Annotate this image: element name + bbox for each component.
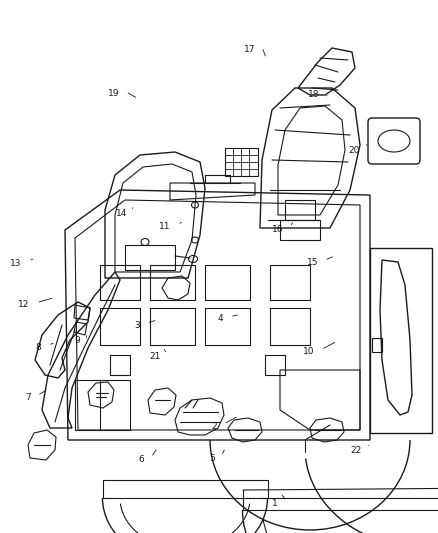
Text: 15: 15 (307, 258, 318, 266)
Text: 2: 2 (211, 422, 217, 431)
Text: 21: 21 (149, 352, 161, 360)
Bar (225, 148, 258, 176)
Text: 22: 22 (350, 446, 362, 455)
Text: 17: 17 (244, 45, 255, 53)
Text: 20: 20 (349, 146, 360, 155)
Text: 14: 14 (116, 209, 127, 217)
Text: 10: 10 (303, 348, 314, 356)
Text: 19: 19 (108, 90, 119, 98)
Text: 16: 16 (272, 225, 283, 233)
Bar (370, 248, 432, 433)
Text: 8: 8 (36, 343, 42, 352)
Text: 11: 11 (159, 222, 171, 231)
Text: 9: 9 (74, 336, 80, 344)
Text: 3: 3 (134, 321, 140, 329)
Text: 4: 4 (218, 314, 223, 323)
Text: 13: 13 (11, 259, 22, 268)
Text: 1: 1 (272, 499, 278, 508)
Text: 7: 7 (25, 393, 31, 402)
Text: 18: 18 (308, 91, 320, 99)
Text: 12: 12 (18, 301, 30, 309)
Text: 6: 6 (139, 455, 145, 464)
Text: 5: 5 (209, 454, 215, 463)
